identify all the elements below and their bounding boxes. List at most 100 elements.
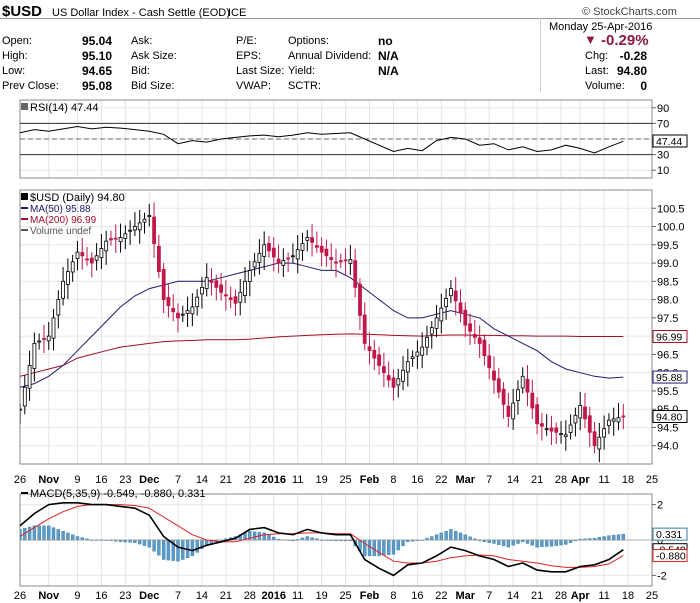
candle-body: [343, 259, 348, 262]
x-tick-label: Apr: [571, 474, 591, 486]
y-tick-label: 100.0: [657, 222, 685, 234]
x-tick-label: Nov: [38, 590, 60, 602]
macd-histogram-bar: [602, 536, 606, 541]
macd-histogram-bar: [70, 534, 75, 541]
candle-body: [300, 243, 305, 251]
header-divider: [0, 18, 700, 19]
x-tick-label: 22: [435, 474, 447, 486]
y-tick-label: 98.5: [657, 276, 678, 288]
candle-body: [257, 252, 262, 263]
x-tick-label: 19: [316, 474, 328, 486]
candle-body: [190, 306, 195, 315]
rsi-legend: RSI(14) 47.44: [30, 102, 98, 114]
macd-histogram-bar: [559, 539, 563, 546]
x-tick-label: 11: [598, 590, 609, 602]
x-tick-label: 21: [220, 590, 232, 602]
price-last-tag-text: 95.88: [656, 372, 682, 384]
macd-histogram-bar: [161, 539, 166, 560]
macd-histogram-bar: [133, 539, 137, 543]
candle-body: [128, 229, 133, 232]
quote-label: Low:: [2, 65, 26, 77]
x-tick-label: 21: [220, 474, 232, 486]
macd-histogram-bar: [506, 539, 511, 548]
candle-body: [477, 337, 482, 344]
candle-body: [142, 218, 147, 223]
x-tick-label: 28: [244, 590, 256, 602]
macd-histogram-bar: [449, 529, 453, 541]
macd-histogram-bar: [176, 539, 180, 562]
candle-body: [310, 237, 315, 243]
x-tick-label: 25: [646, 474, 658, 486]
candle-body: [597, 436, 602, 450]
quote-label: Ask Size:: [131, 50, 177, 62]
rsi-last-tag-text: 47.44: [656, 136, 682, 148]
quote-label: Bid Size:: [131, 80, 175, 92]
macd-last-tag-text: -0.880: [656, 551, 686, 563]
quote-label: VWAP:: [236, 80, 272, 92]
macd-last-tag-text: 0.331: [656, 529, 682, 541]
candle-body: [85, 258, 89, 261]
candle-body: [66, 271, 70, 285]
rsi-line: [20, 125, 624, 154]
candle-body: [329, 257, 334, 260]
candle-body: [334, 261, 338, 264]
candle-body: [80, 252, 85, 257]
x-tick-label: 28: [555, 590, 567, 602]
quote-value: N/A: [378, 64, 399, 78]
candle-body: [472, 333, 477, 338]
macd-histogram-bar: [195, 539, 199, 553]
price-last-tag: 96.99: [652, 329, 688, 343]
x-tick-label: 28: [555, 474, 567, 486]
macd-histogram-bar: [190, 539, 195, 557]
quote-label: EPS:: [236, 50, 262, 62]
right-quote-label: Last:: [585, 65, 609, 77]
y-tick-label: 30: [657, 150, 669, 162]
x-tick-label: 7: [175, 474, 181, 486]
y-tick-label: 90: [657, 103, 669, 115]
candle-body: [415, 351, 420, 357]
macd-histogram-bar: [487, 539, 491, 543]
candle-body: [516, 389, 520, 402]
macd-histogram-bar: [607, 535, 611, 541]
x-tick-label: 16: [95, 474, 107, 486]
x-tick-label: 25: [339, 590, 351, 602]
x-tick-label: 28: [244, 474, 256, 486]
x-tick-label: 11: [598, 474, 609, 486]
y-axes: 9070503010100.5100.099.599.098.598.097.5…: [652, 103, 688, 582]
y-tick-label: 10: [657, 165, 669, 177]
rsi-legend-swatch: [21, 103, 28, 110]
candle-body: [200, 286, 204, 295]
x-tick-label: 11: [292, 590, 303, 602]
quote-label: Prev Close:: [2, 80, 59, 92]
x-tick-label: 18: [622, 474, 634, 486]
x-tick-label: Apr: [571, 590, 591, 602]
macd-histogram-bar: [540, 539, 544, 548]
macd-histogram-bar: [137, 539, 142, 545]
quote-label: High:: [2, 50, 28, 62]
macd-histogram-bar: [468, 536, 472, 541]
ma200-line: [20, 333, 624, 377]
quote-value: 95.04: [82, 34, 113, 48]
y-tick-label: 98.0: [657, 295, 678, 307]
candle-body: [20, 408, 22, 411]
candle-body: [578, 405, 583, 419]
quote-value: 94.65: [82, 64, 113, 78]
candle-body: [410, 356, 415, 359]
x-tick-label: Feb: [360, 590, 380, 602]
quote-value: 95.10: [82, 49, 113, 63]
candle-body: [362, 314, 367, 344]
price-title: $USD (Daily) 94.80: [30, 192, 125, 204]
x-tick-label: 9: [74, 590, 80, 602]
candle-body: [46, 335, 51, 342]
macd-histogram-bar: [51, 527, 56, 541]
y-tick-label: 95.5: [657, 386, 678, 398]
macd-histogram-bar: [458, 532, 463, 541]
grid-lines: [19, 100, 653, 586]
candle-body: [607, 419, 611, 426]
candle-body: [123, 233, 128, 239]
y-tick-label: 0: [657, 535, 663, 547]
x-tick-label: 18: [622, 590, 634, 602]
macd-histogram-bar: [142, 539, 147, 546]
candle-body: [37, 340, 42, 343]
